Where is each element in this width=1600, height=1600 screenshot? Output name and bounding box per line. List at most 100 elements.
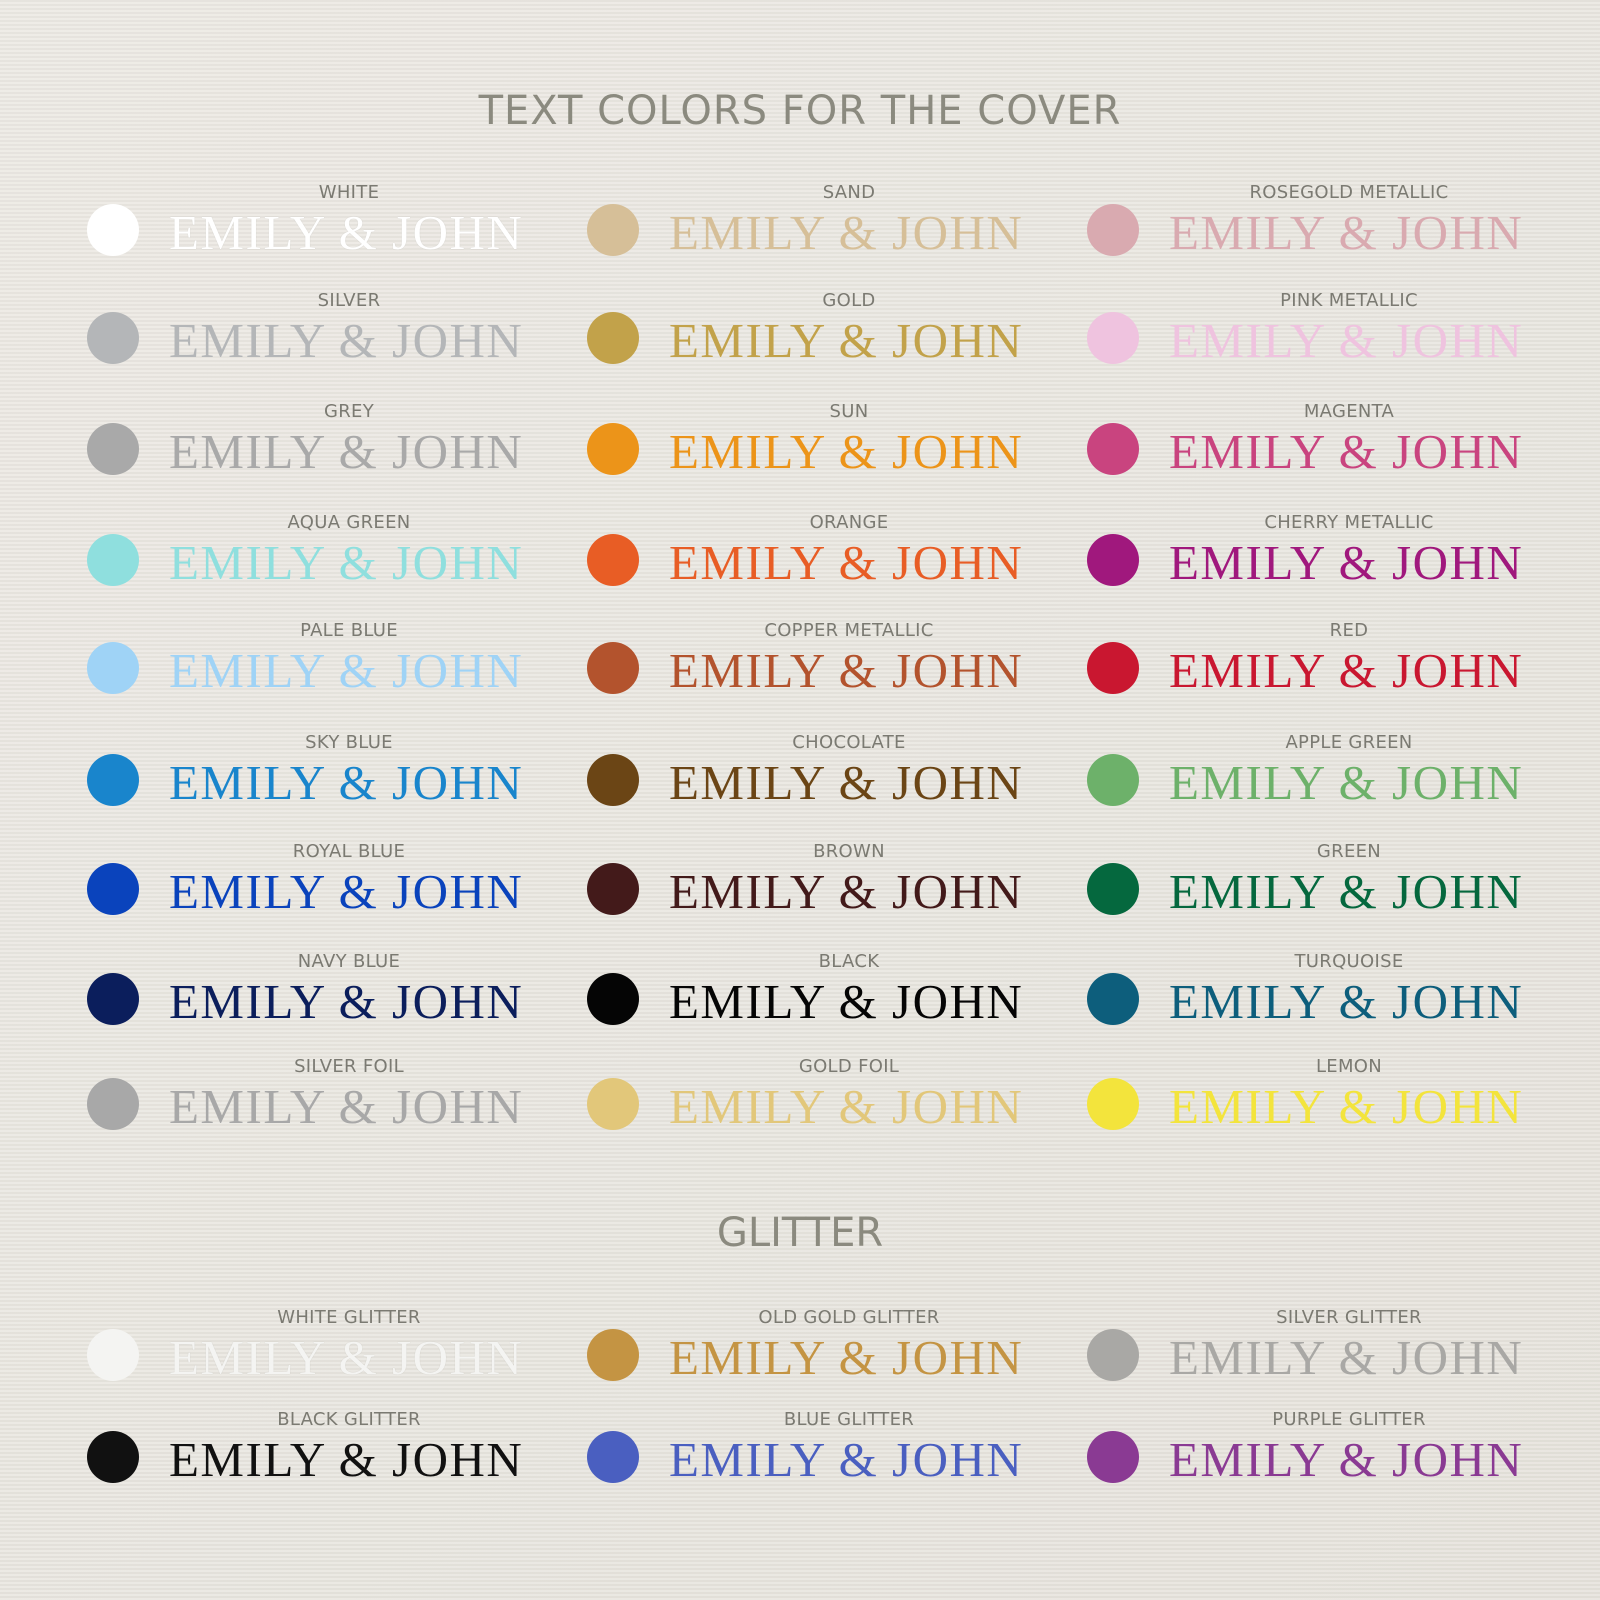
whiteswatch-icon[interactable]	[87, 204, 139, 256]
sandswatch-icon[interactable]	[587, 204, 639, 256]
sample-text: EMILY & JOHN	[669, 643, 1024, 698]
color-label: CHERRY METALLIC	[1264, 512, 1434, 533]
color-label: BLACK GLITTER	[277, 1409, 421, 1430]
pink-metallicswatch-icon[interactable]	[1087, 312, 1139, 364]
sample-text: EMILY & JOHN	[1169, 1432, 1524, 1487]
sky-blueswatch-icon[interactable]	[87, 754, 139, 806]
sample-text: EMILY & JOHN	[169, 864, 524, 919]
turquoiseswatch-icon[interactable]	[1087, 973, 1139, 1025]
sample-text: EMILY & JOHN	[1169, 1330, 1524, 1385]
color-label: PURPLE GLITTER	[1272, 1409, 1426, 1430]
navy-blueswatch-icon[interactable]	[87, 973, 139, 1025]
aqua-greenswatch-icon[interactable]	[87, 534, 139, 586]
color-label: MAGENTA	[1303, 401, 1395, 422]
sample-text: EMILY & JOHN	[169, 205, 524, 260]
color-label: RED	[1329, 620, 1369, 641]
sample-text: EMILY & JOHN	[669, 424, 1024, 479]
sample-text: EMILY & JOHN	[669, 205, 1024, 260]
color-label: TURQUOISE	[1294, 951, 1404, 972]
sample-text: EMILY & JOHN	[169, 1079, 524, 1134]
color-label: WHITE GLITTER	[277, 1307, 421, 1328]
sample-text: EMILY & JOHN	[1169, 205, 1524, 260]
white-glitterswatch-icon[interactable]	[87, 1329, 139, 1381]
blue-glitterswatch-icon[interactable]	[587, 1431, 639, 1483]
sunswatch-icon[interactable]	[587, 423, 639, 475]
sample-text: EMILY & JOHN	[169, 535, 524, 590]
sample-text: EMILY & JOHN	[1169, 864, 1524, 919]
black-glitterswatch-icon[interactable]	[87, 1431, 139, 1483]
sample-text: EMILY & JOHN	[669, 1432, 1024, 1487]
sample-text: EMILY & JOHN	[1169, 1079, 1524, 1134]
sample-text: EMILY & JOHN	[169, 1432, 524, 1487]
color-label: BLUE GLITTER	[783, 1409, 915, 1430]
color-label: BROWN	[813, 841, 885, 862]
silver-foilswatch-icon[interactable]	[87, 1078, 139, 1130]
cherry-metallicswatch-icon[interactable]	[1087, 534, 1139, 586]
color-label: SILVER	[317, 290, 381, 311]
sample-text: EMILY & JOHN	[669, 755, 1024, 810]
sample-text: EMILY & JOHN	[169, 643, 524, 698]
color-label: LEMON	[1315, 1056, 1383, 1077]
color-label: SILVER GLITTER	[1276, 1307, 1422, 1328]
purple-glitterswatch-icon[interactable]	[1087, 1431, 1139, 1483]
old-gold-glitterswatch-icon[interactable]	[587, 1329, 639, 1381]
sample-text: EMILY & JOHN	[669, 1330, 1024, 1385]
color-label: PALE BLUE	[300, 620, 398, 641]
color-label: APPLE GREEN	[1285, 732, 1413, 753]
sample-text: EMILY & JOHN	[669, 313, 1024, 368]
sample-text: EMILY & JOHN	[1169, 313, 1524, 368]
color-label: ROSEGOLD METALLIC	[1249, 182, 1449, 203]
greyswatch-icon[interactable]	[87, 423, 139, 475]
color-label: AQUA GREEN	[287, 512, 411, 533]
color-label: ORANGE	[809, 512, 889, 533]
color-label: GOLD FOIL	[798, 1056, 900, 1077]
sample-text: EMILY & JOHN	[1169, 424, 1524, 479]
color-label: WHITE	[318, 182, 380, 203]
sample-text: EMILY & JOHN	[669, 535, 1024, 590]
gold-foilswatch-icon[interactable]	[587, 1078, 639, 1130]
redswatch-icon[interactable]	[1087, 642, 1139, 694]
blackswatch-icon[interactable]	[587, 973, 639, 1025]
rosegold-metallicswatch-icon[interactable]	[1087, 204, 1139, 256]
sample-text: EMILY & JOHN	[169, 755, 524, 810]
apple-greenswatch-icon[interactable]	[1087, 754, 1139, 806]
sample-text: EMILY & JOHN	[1169, 974, 1524, 1029]
sample-text: EMILY & JOHN	[169, 1330, 524, 1385]
color-label: CHOCOLATE	[792, 732, 906, 753]
color-label: OLD GOLD GLITTER	[758, 1307, 940, 1328]
sample-text: EMILY & JOHN	[669, 1079, 1024, 1134]
magentaswatch-icon[interactable]	[1087, 423, 1139, 475]
chocolateswatch-icon[interactable]	[587, 754, 639, 806]
color-label: SKY BLUE	[305, 732, 393, 753]
greenswatch-icon[interactable]	[1087, 863, 1139, 915]
color-label: GREY	[323, 401, 375, 422]
lemonswatch-icon[interactable]	[1087, 1078, 1139, 1130]
sample-text: EMILY & JOHN	[669, 864, 1024, 919]
sample-text: EMILY & JOHN	[1169, 535, 1524, 590]
silver-glitterswatch-icon[interactable]	[1087, 1329, 1139, 1381]
sample-text: EMILY & JOHN	[169, 974, 524, 1029]
royal-blueswatch-icon[interactable]	[87, 863, 139, 915]
orangeswatch-icon[interactable]	[587, 534, 639, 586]
color-label: GREEN	[1316, 841, 1382, 862]
color-label: SAND	[822, 182, 876, 203]
color-label: ROYAL BLUE	[292, 841, 406, 862]
sample-text: EMILY & JOHN	[669, 974, 1024, 1029]
color-label: PINK METALLIC	[1280, 290, 1418, 311]
glitter-heading: GLITTER	[716, 1210, 884, 1256]
pale-blueswatch-icon[interactable]	[87, 642, 139, 694]
goldswatch-icon[interactable]	[587, 312, 639, 364]
color-label: SUN	[829, 401, 869, 422]
page-title: TEXT COLORS FOR THE COVER	[478, 88, 1122, 134]
color-label: NAVY BLUE	[297, 951, 401, 972]
sample-text: EMILY & JOHN	[1169, 643, 1524, 698]
sample-text: EMILY & JOHN	[169, 424, 524, 479]
silverswatch-icon[interactable]	[87, 312, 139, 364]
sample-text: EMILY & JOHN	[1169, 755, 1524, 810]
color-label: SILVER FOIL	[294, 1056, 404, 1077]
sample-text: EMILY & JOHN	[169, 313, 524, 368]
color-label: GOLD	[822, 290, 876, 311]
color-label: COPPER METALLIC	[764, 620, 934, 641]
brownswatch-icon[interactable]	[587, 863, 639, 915]
copper-metallicswatch-icon[interactable]	[587, 642, 639, 694]
